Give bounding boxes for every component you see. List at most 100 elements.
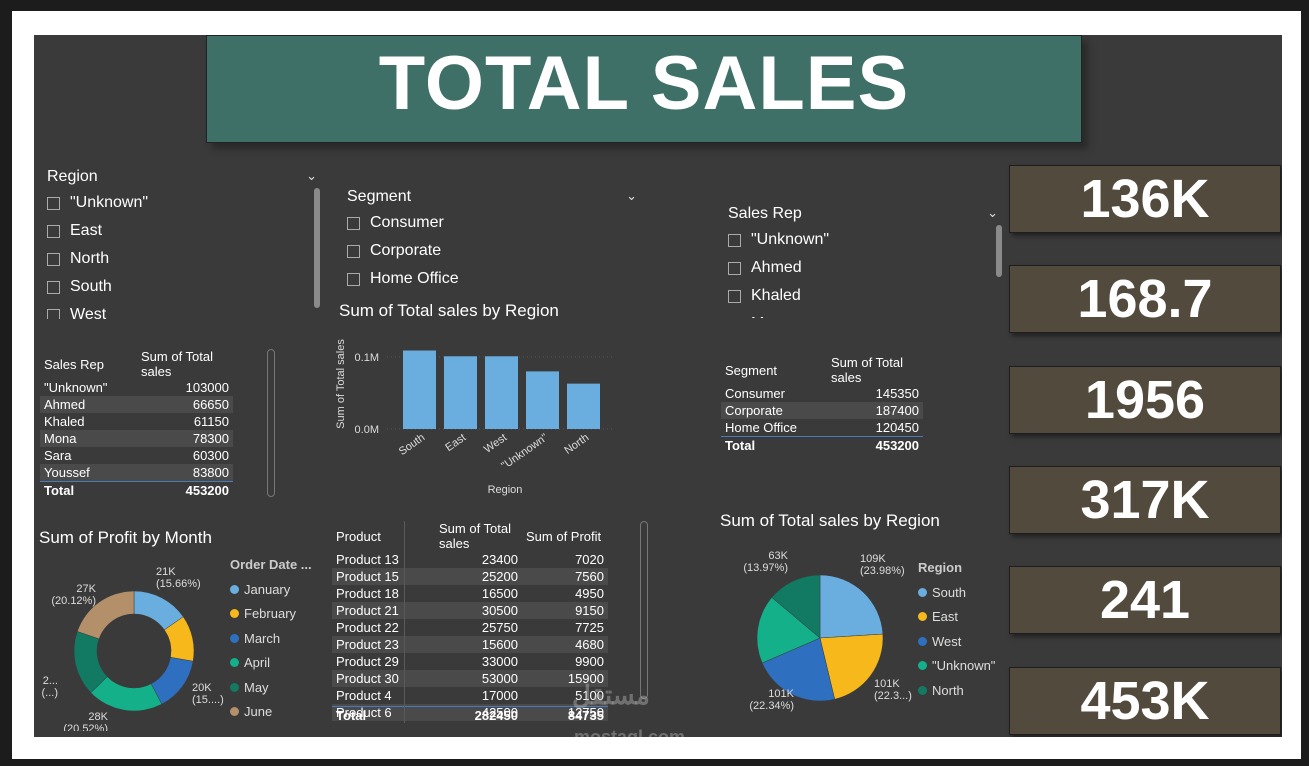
region-slicer-scrollbar[interactable] [314,188,320,308]
pie-legend-title: Region [918,560,963,575]
checkbox[interactable] [728,317,741,318]
product-table-scrollbar[interactable] [640,521,648,699]
checkbox[interactable] [728,261,741,275]
table-row[interactable]: Product 4 17000 5100 [332,687,608,704]
chevron-down-icon[interactable]: ⌄ [626,188,637,203]
salesrep-slicer[interactable]: Sales Rep ⌄ "Unknown" Ahmed Khaled M [728,205,998,318]
legend-item[interactable]: June [230,700,312,725]
salesrep-option-label: M [751,315,764,318]
region-option-label: East [70,222,103,239]
checkbox[interactable] [347,216,360,230]
salesrep-table: Sales Rep Sum of Total sales "Unknown" 10… [40,349,233,499]
slice-label: 27K [76,583,96,595]
region-option-label: West [70,306,107,319]
salesrep-table-scrollbar[interactable] [267,349,275,497]
legend-item[interactable]: March [230,626,312,651]
table-cell: Product 30 [332,670,409,687]
column-header[interactable]: Sum of Total sales [831,355,904,385]
x-tick-label: North [562,432,591,457]
slice[interactable] [819,633,884,700]
slice[interactable] [756,597,821,664]
legend-item[interactable]: May [230,675,312,700]
checkbox[interactable] [347,244,360,258]
table-row[interactable]: Consumer 145350 [721,385,923,402]
checkbox[interactable] [47,280,60,294]
region-slicer[interactable]: Region ⌄ "Unknown" East North South West [47,168,317,319]
slice[interactable] [76,590,135,640]
region-option[interactable]: South [47,273,317,301]
legend-item[interactable]: South [918,580,995,605]
legend-item[interactable]: West [918,629,995,654]
segment-option[interactable]: Home Office [347,265,637,293]
legend-swatch [918,587,927,597]
salesrep-slicer-scrollbar[interactable] [996,225,1002,277]
pie-chart-title: Sum of Total sales by Region [720,511,940,530]
bar[interactable] [567,383,600,429]
table-row[interactable]: Product 29 33000 9900 [332,653,608,670]
legend-item[interactable]: North [918,678,995,703]
column-header[interactable]: Sum of Profit [526,528,602,544]
legend-item[interactable]: "Unknown" [918,654,995,679]
checkbox[interactable] [728,289,741,303]
table-row[interactable]: Product 30 53000 15900 [332,670,608,687]
salesrep-option-label: "Unknown" [751,231,830,248]
legend-item[interactable]: January [230,577,312,602]
chevron-down-icon[interactable]: ⌄ [987,205,998,220]
salesrep-slicer-title: Sales Rep [728,205,802,222]
table-row[interactable]: Ahmed 66650 [40,396,233,413]
region-option[interactable]: "Unknown" [47,189,317,217]
table-row[interactable]: Youssef 83800 [40,464,233,482]
table-row[interactable]: Product 13 23400 7020 [332,551,608,568]
region-option[interactable]: East [47,217,317,245]
region-option-label: North [70,250,110,267]
segment-slicer[interactable]: Segment ⌄ Consumer Corporate Home Office [347,188,637,293]
table-row[interactable]: Product 18 16500 4950 [332,585,608,602]
slice[interactable] [819,574,884,639]
table-row[interactable]: Khaled 61150 [40,413,233,430]
checkbox[interactable] [47,196,60,210]
table-row[interactable]: Product 21 30500 9150 [332,602,608,619]
salesrep-option[interactable]: M [728,310,998,318]
checkbox[interactable] [47,308,60,319]
table-row[interactable]: Mona 78300 [40,430,233,447]
bar[interactable] [444,356,477,429]
slice-percent: (22.3...) [874,690,912,702]
slice[interactable] [771,574,821,639]
column-header[interactable]: Sum of Total sales [141,349,214,379]
table-row[interactable]: Corporate 187400 [721,402,923,419]
legend-item[interactable]: February [230,602,312,627]
table-row[interactable]: Home Office 120450 [721,419,923,437]
column-header[interactable]: Segment [725,362,778,378]
legend-item[interactable]: April [230,651,312,676]
region-option[interactable]: West [47,301,317,319]
total-row[interactable]: Total 453200 [721,436,923,454]
table-row[interactable]: Product 23 15600 4680 [332,636,608,653]
segment-option[interactable]: Consumer [347,209,637,237]
region-option[interactable]: North [47,245,317,273]
chevron-down-icon[interactable]: ⌄ [306,168,317,183]
column-header[interactable]: Product [336,528,381,544]
table-row[interactable]: "Unknown" 103000 [40,379,233,396]
bar[interactable] [485,356,518,429]
column-header[interactable]: Sales Rep [44,356,104,372]
salesrep-option[interactable]: Ahmed [728,254,998,282]
segment-option[interactable]: Corporate [347,237,637,265]
bar[interactable] [526,371,559,429]
checkbox[interactable] [47,224,60,238]
legend-item[interactable]: East [918,605,995,630]
column-header[interactable]: Sum of Total sales [439,521,512,551]
salesrep-option[interactable]: "Unknown" [728,226,998,254]
total-row[interactable]: Total 453200 [40,481,233,499]
checkbox[interactable] [347,272,360,286]
salesrep-option[interactable]: Khaled [728,282,998,310]
table-row[interactable]: Product 22 25750 7725 [332,619,608,636]
checkbox[interactable] [728,233,741,247]
checkbox[interactable] [47,252,60,266]
table-row[interactable]: Product 15 25200 7560 [332,568,608,585]
table-row[interactable]: Sara 60300 [40,447,233,464]
table-cell: Mona [40,430,113,447]
slice[interactable] [761,637,835,702]
x-tick-label: West [482,432,509,456]
bar[interactable] [403,350,436,429]
y-tick-label: 0.1M [355,352,379,364]
